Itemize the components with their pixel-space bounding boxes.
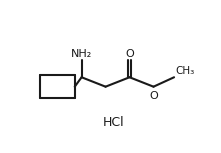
Text: O: O <box>149 91 158 101</box>
Text: NH₂: NH₂ <box>71 49 92 59</box>
Text: O: O <box>125 49 134 59</box>
Text: HCl: HCl <box>103 116 124 129</box>
Text: CH₃: CH₃ <box>175 66 194 76</box>
